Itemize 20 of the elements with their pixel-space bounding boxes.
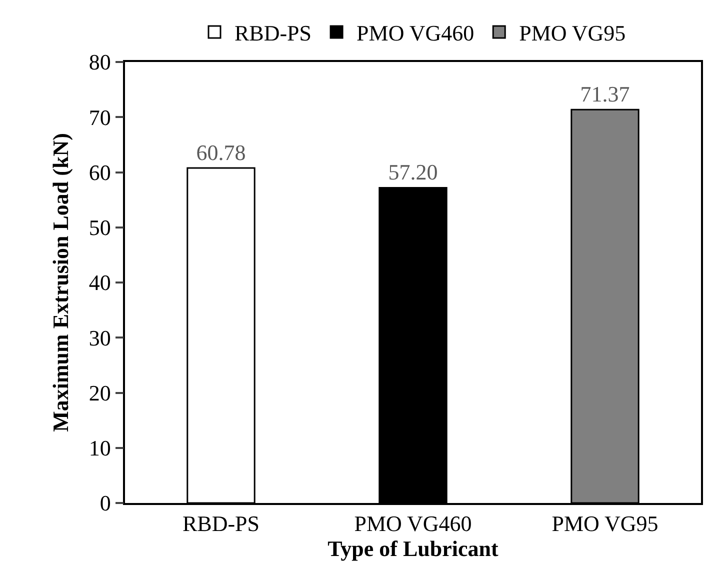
x-tick-label: RBD-PS <box>182 511 260 536</box>
y-tick-label: 30 <box>88 325 111 350</box>
y-tick-label: 40 <box>88 270 111 296</box>
legend-label: PMO VG95 <box>519 20 626 46</box>
y-tick-label: 0 <box>100 490 111 516</box>
y-tick-label: 20 <box>88 380 111 406</box>
y-tick-label: 10 <box>88 436 111 461</box>
y-tick-label: 60 <box>88 160 111 185</box>
y-tick-label: 80 <box>88 50 111 75</box>
legend-label: RBD-PS <box>234 20 312 46</box>
data-label: 57.20 <box>388 160 438 185</box>
data-label: 71.37 <box>580 82 630 107</box>
y-axis-title: Maximum Extrusion Load (kN) <box>48 133 74 432</box>
x-tick-label: PMO VG95 <box>552 511 658 536</box>
y-tick-label: 70 <box>88 104 111 130</box>
x-tick-label: PMO VG460 <box>354 511 472 536</box>
x-axis-title: Type of Lubricant <box>328 536 500 562</box>
y-tick-label: 50 <box>88 215 111 240</box>
data-label: 60.78 <box>196 140 246 165</box>
legend-label: PMO VG460 <box>356 20 474 46</box>
